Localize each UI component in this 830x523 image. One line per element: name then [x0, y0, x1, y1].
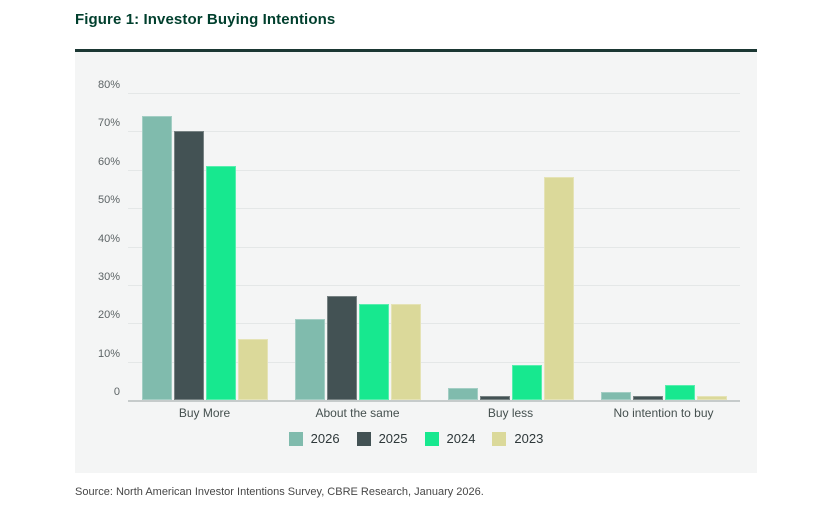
- x-axis-line: [128, 400, 740, 402]
- bar-2023-buy-less: [543, 177, 574, 400]
- y-tick-0: 0: [113, 386, 120, 398]
- x-label-buy-more: Buy More: [178, 406, 231, 420]
- bar-2025-about-the-same: [326, 296, 357, 400]
- legend-swatch-2026: [288, 431, 303, 446]
- x-label-buy-less: Buy less: [487, 406, 534, 420]
- title-rule: [75, 49, 757, 52]
- bar-2024-no-intention-to-buy: [664, 384, 695, 400]
- bar-2025-no-intention-to-buy: [632, 396, 663, 400]
- y-tick-40: 40%: [97, 232, 120, 245]
- gridline-80: [128, 93, 740, 94]
- gridline-50: [128, 208, 740, 210]
- bar-2026-buy-more: [141, 116, 172, 400]
- figure-title: Figure 1: Investor Buying Intentions: [75, 11, 336, 28]
- y-tick-30: 30%: [97, 270, 120, 283]
- legend-label-2025: 2025: [378, 431, 408, 446]
- source-note: Source: North American Investor Intentio…: [75, 486, 484, 498]
- chart-panel: 80% 70% 60% 50% 40% 30% 20% 10% 0 Buy More About t…: [75, 52, 757, 473]
- bar-2025-buy-more: [173, 131, 204, 400]
- gridline-60: [128, 169, 740, 171]
- bar-2023-no-intention-to-buy: [696, 396, 727, 400]
- legend-label-2024: 2024: [446, 431, 476, 446]
- bar-chart: 80% 70% 60% 50% 40% 30% 20% 10% 0 Buy More About t…: [75, 52, 757, 473]
- bar-2024-buy-more: [205, 165, 236, 400]
- legend-swatch-2024: [424, 431, 439, 446]
- y-tick-70: 70%: [97, 117, 120, 130]
- gridline-40: [128, 246, 740, 248]
- bar-2026-buy-less: [447, 388, 478, 400]
- bar-2026-about-the-same: [294, 319, 325, 400]
- bar-2023-about-the-same: [390, 304, 421, 400]
- legend-label-2023: 2023: [514, 431, 544, 446]
- bar-2024-about-the-same: [358, 304, 389, 400]
- y-tick-10: 10%: [97, 347, 120, 360]
- legend-item-2023: 2023: [492, 431, 543, 446]
- y-tick-80: 80%: [97, 79, 120, 91]
- y-tick-50: 50%: [97, 194, 120, 207]
- chart-legend: 2026 2025 2024 2023: [75, 431, 757, 446]
- gridline-20: [128, 323, 740, 325]
- x-label-about-the-same: About the same: [315, 406, 400, 420]
- legend-item-2025: 2025: [356, 431, 408, 446]
- bar-2025-buy-less: [479, 396, 510, 400]
- legend-item-2026: 2026: [288, 431, 340, 446]
- legend-label-2026: 2026: [310, 431, 340, 446]
- bar-2024-buy-less: [511, 365, 542, 400]
- gridline-30: [128, 284, 740, 286]
- gridline-10: [128, 361, 740, 363]
- x-label-no-intention-to-buy: No intention to buy: [613, 406, 714, 420]
- bar-2023-buy-more: [237, 338, 268, 400]
- gridline-70: [128, 131, 740, 133]
- legend-swatch-2025: [356, 431, 371, 446]
- bar-2026-no-intention-to-buy: [600, 392, 631, 400]
- legend-item-2024: 2024: [424, 431, 476, 446]
- y-tick-20: 20%: [97, 309, 120, 322]
- y-tick-60: 60%: [97, 155, 120, 168]
- legend-swatch-2023: [492, 431, 507, 446]
